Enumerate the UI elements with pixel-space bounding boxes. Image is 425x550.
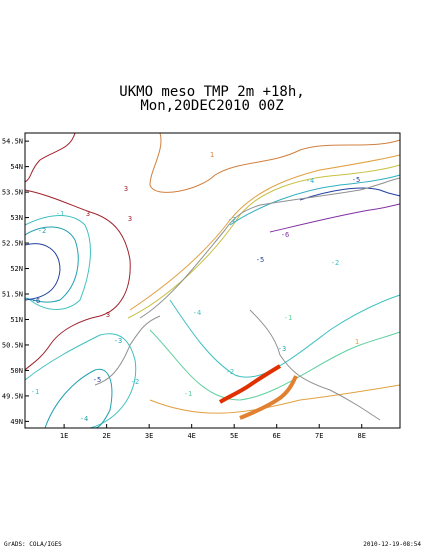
y-tick-label: 50N: [10, 367, 23, 375]
contour-labels: 1 3 3 3 -1 -6 -2 -4 -5 -3 -2 -6 -5 -2 -4 -5 -2 -1 -3 3 1 -1 -2…: [31, 151, 360, 423]
x-tick-label: 7E: [315, 432, 323, 440]
contour-label: -6: [281, 231, 289, 239]
y-tick-label: 50.5N: [2, 341, 23, 349]
contour-label: -5: [352, 176, 360, 184]
y-tick-label: 52N: [10, 265, 23, 273]
x-tick-label: 3E: [145, 432, 153, 440]
contour-label: -4: [306, 177, 314, 185]
contour-label: -1: [56, 210, 64, 218]
contour-label: 1: [210, 151, 214, 159]
y-tick-label: 53N: [10, 214, 23, 222]
y-tick-label: 49N: [10, 418, 23, 426]
x-tick-label: 1E: [60, 432, 68, 440]
contour-label: 3: [86, 210, 90, 218]
contour-label: 3: [106, 311, 110, 319]
contour-label: -3: [114, 337, 122, 345]
x-tick-label: 6E: [272, 432, 280, 440]
contour-label: 1: [355, 338, 359, 346]
contour-label: -4: [193, 309, 201, 317]
x-tick-label: 8E: [358, 432, 366, 440]
contour-label: -5: [93, 376, 101, 384]
contour-label: 3: [124, 185, 128, 193]
contour-label: -4: [80, 415, 88, 423]
y-tick-label: 49.5N: [2, 392, 23, 400]
x-tick-label: 5E: [230, 432, 238, 440]
subtitle: Mon,20DEC2010 00Z: [140, 98, 283, 114]
axes: 1E 2E 3E 4E 5E 6E 7E 8E 49N 49.5N 50N 50.5N 51N 51.5N…: [2, 138, 366, 440]
contour-label: 3: [128, 215, 132, 223]
y-tick-label: 52.5N: [2, 240, 23, 248]
contour-label: -2: [228, 216, 236, 224]
contour-label: -6: [32, 297, 40, 305]
x-tick-label: 4E: [187, 432, 195, 440]
footer-left: GrADS: COLA/IGES: [4, 541, 62, 548]
contour-label: -2: [38, 227, 46, 235]
contour-label: -5: [256, 256, 264, 264]
y-tick-label: 51N: [10, 316, 23, 324]
title: UKMO meso TMP 2m +18h,: [119, 84, 304, 100]
y-tick-label: 54.5N: [2, 138, 23, 146]
x-tick-label: 2E: [102, 432, 110, 440]
contour-label: -1: [184, 390, 192, 398]
contours: [24, 132, 401, 429]
contour-label: -1: [31, 388, 39, 396]
contour-label: -2: [131, 378, 139, 386]
footer-right: 2010-12-19-08:54: [363, 541, 421, 548]
y-tick-label: 53.5N: [2, 189, 23, 197]
contour-label: -1: [284, 314, 292, 322]
y-tick-label: 51.5N: [2, 291, 23, 299]
y-tick-label: 54N: [10, 163, 23, 171]
contour-label: -2: [226, 368, 234, 376]
contour-label: -2: [331, 259, 339, 267]
map-frame: [24, 132, 401, 429]
contour-label: -3: [278, 345, 286, 353]
